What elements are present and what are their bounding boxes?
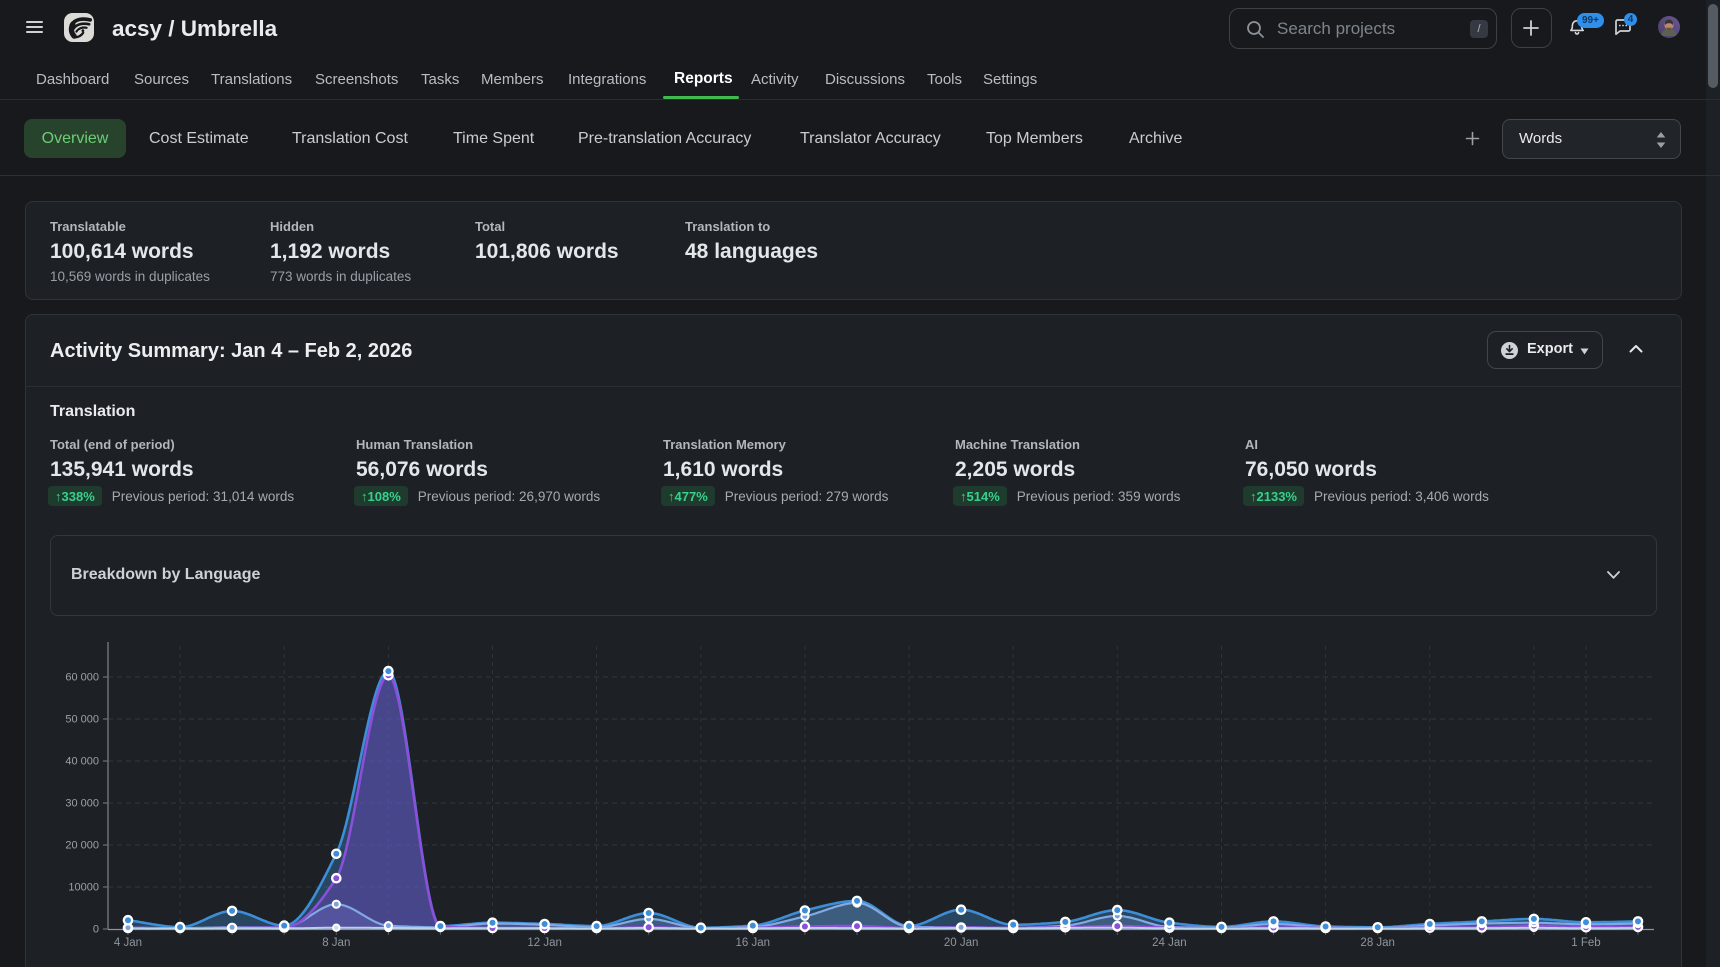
svg-text:10000: 10000 bbox=[68, 882, 99, 894]
svg-text:24 Jan: 24 Jan bbox=[1152, 937, 1187, 949]
svg-text:16 Jan: 16 Jan bbox=[736, 937, 771, 949]
svg-text:12 Jan: 12 Jan bbox=[527, 937, 562, 949]
svg-text:20 000: 20 000 bbox=[65, 840, 99, 852]
svg-text:1 Feb: 1 Feb bbox=[1571, 937, 1600, 949]
svg-text:60 000: 60 000 bbox=[65, 672, 99, 684]
svg-text:28 Jan: 28 Jan bbox=[1360, 937, 1395, 949]
svg-text:40 000: 40 000 bbox=[65, 756, 99, 768]
svg-text:0: 0 bbox=[93, 924, 99, 936]
svg-text:30 000: 30 000 bbox=[65, 798, 99, 810]
svg-text:4 Jan: 4 Jan bbox=[114, 937, 142, 949]
svg-text:50 000: 50 000 bbox=[65, 714, 99, 726]
svg-text:20 Jan: 20 Jan bbox=[944, 937, 979, 949]
svg-text:8 Jan: 8 Jan bbox=[322, 937, 350, 949]
